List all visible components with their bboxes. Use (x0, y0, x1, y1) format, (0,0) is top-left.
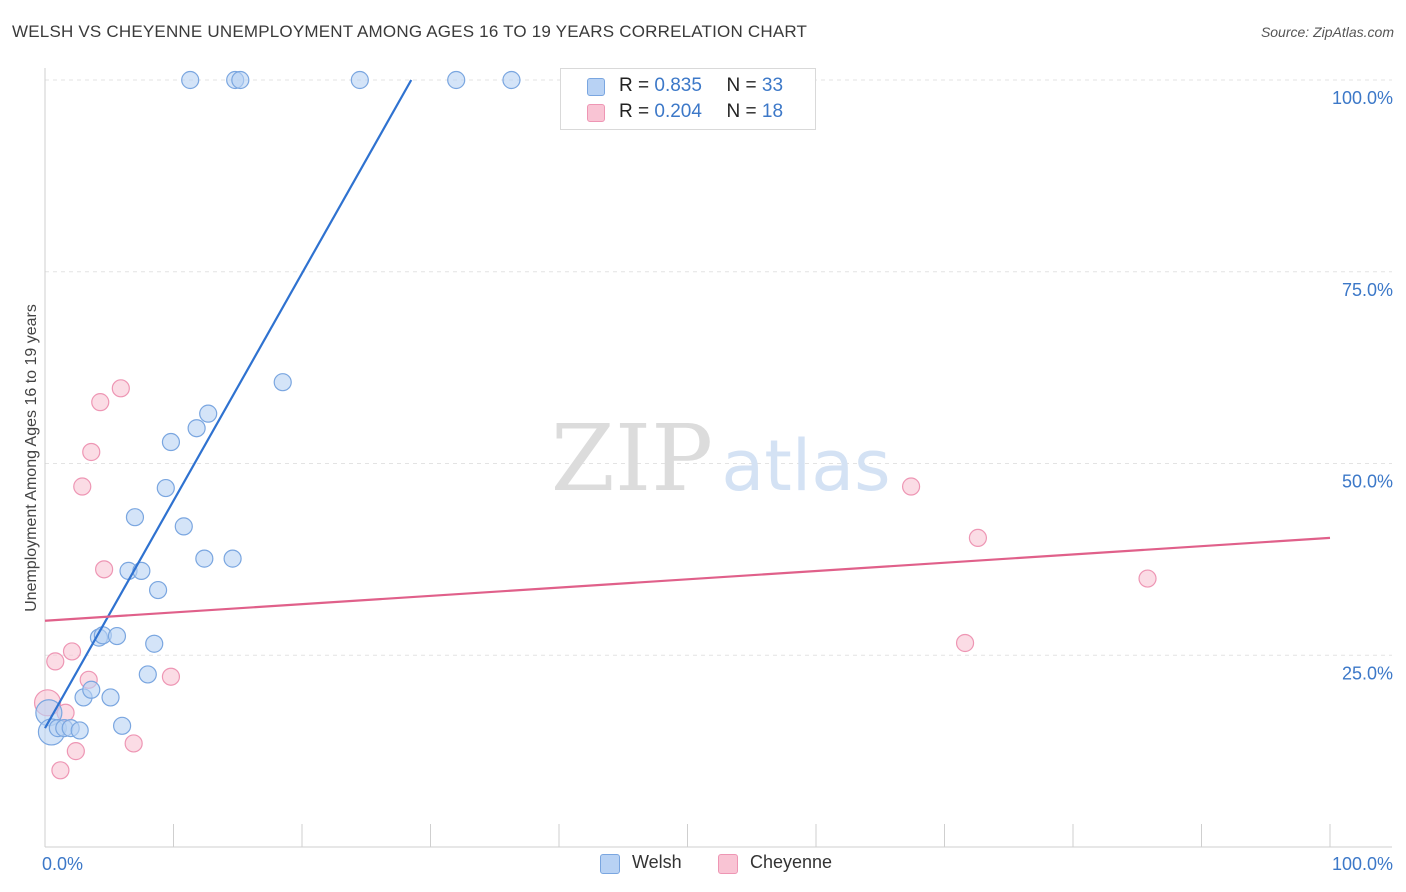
welsh-point (156, 478, 175, 498)
x-tick-label: 0.0% (42, 854, 83, 874)
welsh-point (181, 70, 200, 90)
axes (44, 68, 1392, 848)
cheyenne-point (111, 379, 130, 398)
gridlines (45, 79, 1392, 656)
welsh-swatch (587, 78, 605, 96)
chart-source: Source: ZipAtlas.com (1260, 24, 1394, 40)
watermark-zip: ZIP (551, 405, 713, 512)
welsh-point (187, 419, 206, 438)
welsh-point (502, 70, 521, 90)
cheyenne-point (901, 477, 921, 496)
cheyenne-point (46, 652, 65, 671)
welsh-point (223, 549, 242, 568)
cheyenne-n-value: 18 (761, 101, 784, 122)
welsh-point (70, 721, 89, 740)
welsh-point (447, 70, 466, 90)
welsh-n-value: 33 (761, 75, 784, 96)
welsh-points (35, 70, 521, 746)
cheyenne-point (95, 560, 114, 579)
welsh-point (82, 680, 101, 699)
trendlines (44, 79, 1331, 729)
cheyenne-point (955, 633, 975, 653)
cheyenne-r-value: 0.204 (654, 101, 702, 122)
bottom-cheyenne-swatch (718, 854, 738, 874)
cheyenne-point (968, 528, 988, 547)
y-axis-label: Unemployment Among Ages 16 to 19 years (23, 304, 40, 612)
watermark: ZIP atlas (551, 405, 891, 512)
cheyenne-stats: R = 0.204 N = 18 (619, 101, 783, 123)
welsh-point (132, 561, 151, 580)
tick-labels: 25.0% 50.0% 75.0% 100.0% 0.0% 100.0% (42, 88, 1393, 874)
cheyenne-point (62, 642, 82, 661)
bottom-welsh-label: Welsh (632, 852, 682, 872)
welsh-point (199, 404, 218, 423)
welsh-point (273, 373, 292, 392)
welsh-point (101, 688, 120, 707)
cheyenne-point (124, 734, 143, 753)
welsh-point (231, 70, 250, 90)
stats-legend: R = 0.835 N = 33 R = 0.204 N = 18 (560, 68, 816, 130)
welsh-point (125, 508, 145, 527)
cheyenne-n-label: N = (726, 101, 757, 122)
welsh-point (112, 716, 132, 735)
bottom-cheyenne-label: Cheyenne (750, 852, 833, 872)
welsh-point (148, 580, 168, 600)
cheyenne-point (82, 442, 101, 462)
cheyenne-point (73, 477, 92, 496)
welsh-point (138, 665, 157, 684)
cheyenne-swatch (587, 104, 605, 122)
y-tick-label: 75.0% (1342, 280, 1393, 300)
cheyenne-trendline (44, 536, 1331, 622)
chart-title: WELSH VS CHEYENNE UNEMPLOYMENT AMONG AGE… (12, 22, 808, 41)
welsh-trendline (44, 79, 413, 729)
x-tick-label: 100.0% (1332, 854, 1393, 874)
watermark-atlas: atlas (721, 425, 890, 507)
welsh-stats: R = 0.835 N = 33 (619, 75, 783, 97)
welsh-n-label: N = (726, 75, 757, 96)
cheyenne-point (66, 742, 85, 761)
welsh-point (174, 517, 193, 536)
welsh-r-label: R = (619, 75, 650, 96)
bottom-welsh-swatch (600, 854, 620, 874)
welsh-point (107, 626, 127, 646)
welsh-r-value: 0.835 (654, 75, 702, 96)
welsh-point (195, 549, 214, 568)
cheyenne-point (1138, 569, 1157, 588)
y-tick-label: 25.0% (1342, 663, 1393, 683)
welsh-point (145, 634, 164, 653)
welsh-point (350, 70, 369, 90)
y-tick-label: 100.0% (1332, 88, 1393, 108)
cheyenne-point (161, 667, 181, 686)
welsh-point (161, 432, 181, 452)
cheyenne-r-label: R = (619, 101, 650, 122)
cheyenne-point (91, 393, 110, 412)
y-tick-label: 50.0% (1342, 472, 1393, 492)
cheyenne-point (51, 761, 70, 780)
